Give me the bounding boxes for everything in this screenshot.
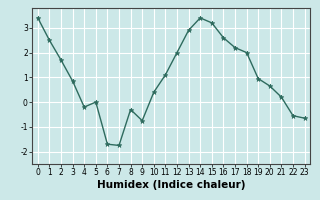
X-axis label: Humidex (Indice chaleur): Humidex (Indice chaleur): [97, 180, 245, 190]
